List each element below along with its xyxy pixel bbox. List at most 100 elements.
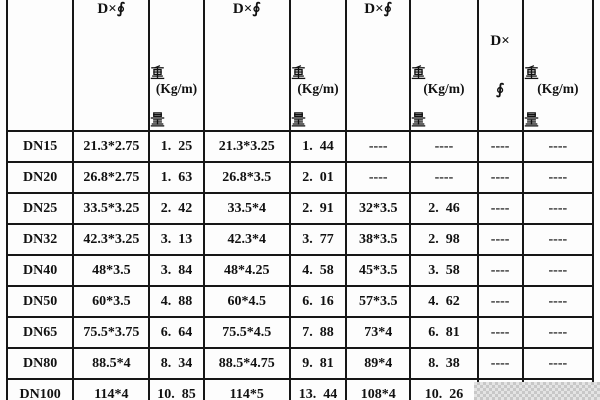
data-cell: ----	[345, 130, 412, 163]
table-row: DN50 60*3.5 4. 88 60*4.5 6. 16 57*3.5 4. 62 ---…	[5, 285, 595, 318]
data-cell: ----	[521, 130, 595, 163]
table-row: DN20 26.8*2.75 1. 63 26.8*3.5 2. 01 ---- ---- -…	[5, 161, 595, 194]
data-cell: 33.5*3.25	[72, 192, 151, 225]
cjk-zhong-glyph	[412, 65, 426, 80]
header-weight-4: (Kg/m)	[521, 0, 595, 132]
data-cell: 6. 81	[409, 316, 479, 349]
data-cell: 9. 81	[288, 347, 348, 380]
data-cell: 48*4.25	[202, 254, 291, 287]
data-cell: ----	[409, 161, 479, 194]
data-cell: 60*3.5	[72, 285, 151, 318]
weight-cjk-glyphs	[151, 33, 201, 127]
data-cell: 42.3*4	[202, 223, 291, 256]
cjk-zhong-glyph	[151, 65, 165, 80]
data-cell: 4. 88	[148, 285, 205, 318]
table-row: DN80 88.5*4 8. 34 88.5*4.75 9. 81 89*4 8. 38 --…	[5, 347, 595, 380]
cjk-zhong-glyph	[524, 65, 538, 80]
data-cell: 26.8*3.5	[202, 161, 291, 194]
data-cell: ----	[521, 223, 595, 256]
data-cell: 114*4	[72, 378, 151, 400]
data-cell: 21.3*3.25	[202, 130, 291, 163]
table-row: DN15 21.3*2.75 1. 25 21.3*3.25 1. 44 ---- ----…	[5, 130, 595, 163]
data-cell: 2. 91	[288, 192, 348, 225]
data-cell: 2. 42	[148, 192, 205, 225]
data-cell: 48*3.5	[72, 254, 151, 287]
data-cell: 75.5*4.5	[202, 316, 291, 349]
data-cell: 13. 44	[288, 378, 348, 400]
data-cell: ----	[476, 192, 524, 225]
data-cell: 57*3.5	[345, 285, 412, 318]
data-cell: 60*4.5	[202, 285, 291, 318]
header-dn-blank	[5, 0, 75, 132]
row-label-cell: DN40	[5, 254, 75, 287]
data-cell: 38*3.5	[345, 223, 412, 256]
data-cell: 3. 84	[148, 254, 205, 287]
pipe-spec-table: D×∮ (Kg/m) D×∮ (Kg/m) D×∮	[5, 0, 595, 400]
weight-cjk-glyphs	[291, 33, 344, 127]
header-dxd-2: D×∮	[202, 0, 291, 132]
header-weight-2: (Kg/m)	[288, 0, 348, 132]
header-dxd-1: D×∮	[72, 0, 151, 132]
row-label-cell: DN32	[5, 223, 75, 256]
table-row: DN32 42.3*3.25 3. 13 42.3*4 3. 77 38*3.5 2. 98…	[5, 223, 595, 256]
data-cell: ----	[521, 192, 595, 225]
data-cell: 32*3.5	[345, 192, 412, 225]
data-cell: 42.3*3.25	[72, 223, 151, 256]
data-cell: ----	[476, 161, 524, 194]
data-cell: 2. 46	[409, 192, 479, 225]
cjk-liang-glyph	[524, 112, 538, 127]
data-cell: 3. 13	[148, 223, 205, 256]
weight-cjk-glyphs	[524, 33, 591, 127]
header-dxd-4: D× ∮	[476, 0, 524, 132]
data-cell: ----	[476, 316, 524, 349]
data-cell: ----	[476, 347, 524, 380]
cjk-liang-glyph	[412, 112, 426, 127]
cjk-liang-glyph	[151, 112, 165, 127]
data-cell: 26.8*2.75	[72, 161, 151, 194]
data-cell: ----	[476, 223, 524, 256]
data-cell: 6. 64	[148, 316, 205, 349]
data-cell: 89*4	[345, 347, 412, 380]
data-cell: 4. 58	[288, 254, 348, 287]
data-cell: ----	[476, 285, 524, 318]
table-row: DN40 48*3.5 3. 84 48*4.25 4. 58 45*3.5 3. 58 --…	[5, 254, 595, 287]
data-cell: 8. 38	[409, 347, 479, 380]
cjk-zhong-glyph	[291, 65, 306, 80]
cjk-liang-glyph	[291, 112, 306, 127]
row-label-cell: DN20	[5, 161, 75, 194]
data-cell: ----	[521, 316, 595, 349]
data-cell: 75.5*3.75	[72, 316, 151, 349]
data-cell: ----	[521, 285, 595, 318]
header-weight-1: (Kg/m)	[148, 0, 205, 132]
data-cell: ----	[476, 130, 524, 163]
table-row: DN65 75.5*3.75 6. 64 75.5*4.5 7. 88 73*4 6. 81…	[5, 316, 595, 349]
row-label-cell: DN100	[5, 378, 75, 400]
data-cell: 10. 85	[148, 378, 205, 400]
data-cell: ----	[476, 254, 524, 287]
data-cell: 45*3.5	[345, 254, 412, 287]
data-cell: 2. 01	[288, 161, 348, 194]
data-cell: 6. 16	[288, 285, 348, 318]
header-dxd-3: D×∮	[345, 0, 412, 132]
data-cell: 88.5*4.75	[202, 347, 291, 380]
data-cell: 73*4	[345, 316, 412, 349]
row-label-cell: DN65	[5, 316, 75, 349]
data-cell: 2. 98	[409, 223, 479, 256]
row-label-cell: DN15	[5, 130, 75, 163]
row-label-cell: DN50	[5, 285, 75, 318]
data-cell: 88.5*4	[72, 347, 151, 380]
header-row: D×∮ (Kg/m) D×∮ (Kg/m) D×∮	[5, 0, 595, 132]
data-cell: 7. 88	[288, 316, 348, 349]
table-header: D×∮ (Kg/m) D×∮ (Kg/m) D×∮	[5, 0, 595, 132]
data-cell: 33.5*4	[202, 192, 291, 225]
data-cell: ----	[521, 254, 595, 287]
data-cell: 1. 25	[148, 130, 205, 163]
weight-cjk-glyphs	[412, 33, 475, 127]
data-cell: 1. 63	[148, 161, 205, 194]
data-cell: 114*5	[202, 378, 291, 400]
data-cell: 10. 26	[409, 378, 479, 400]
data-cell: 1. 44	[288, 130, 348, 163]
row-label-cell: DN25	[5, 192, 75, 225]
table-body: DN15 21.3*2.75 1. 25 21.3*3.25 1. 44 ---- ----…	[5, 130, 595, 400]
data-cell: 8. 34	[148, 347, 205, 380]
